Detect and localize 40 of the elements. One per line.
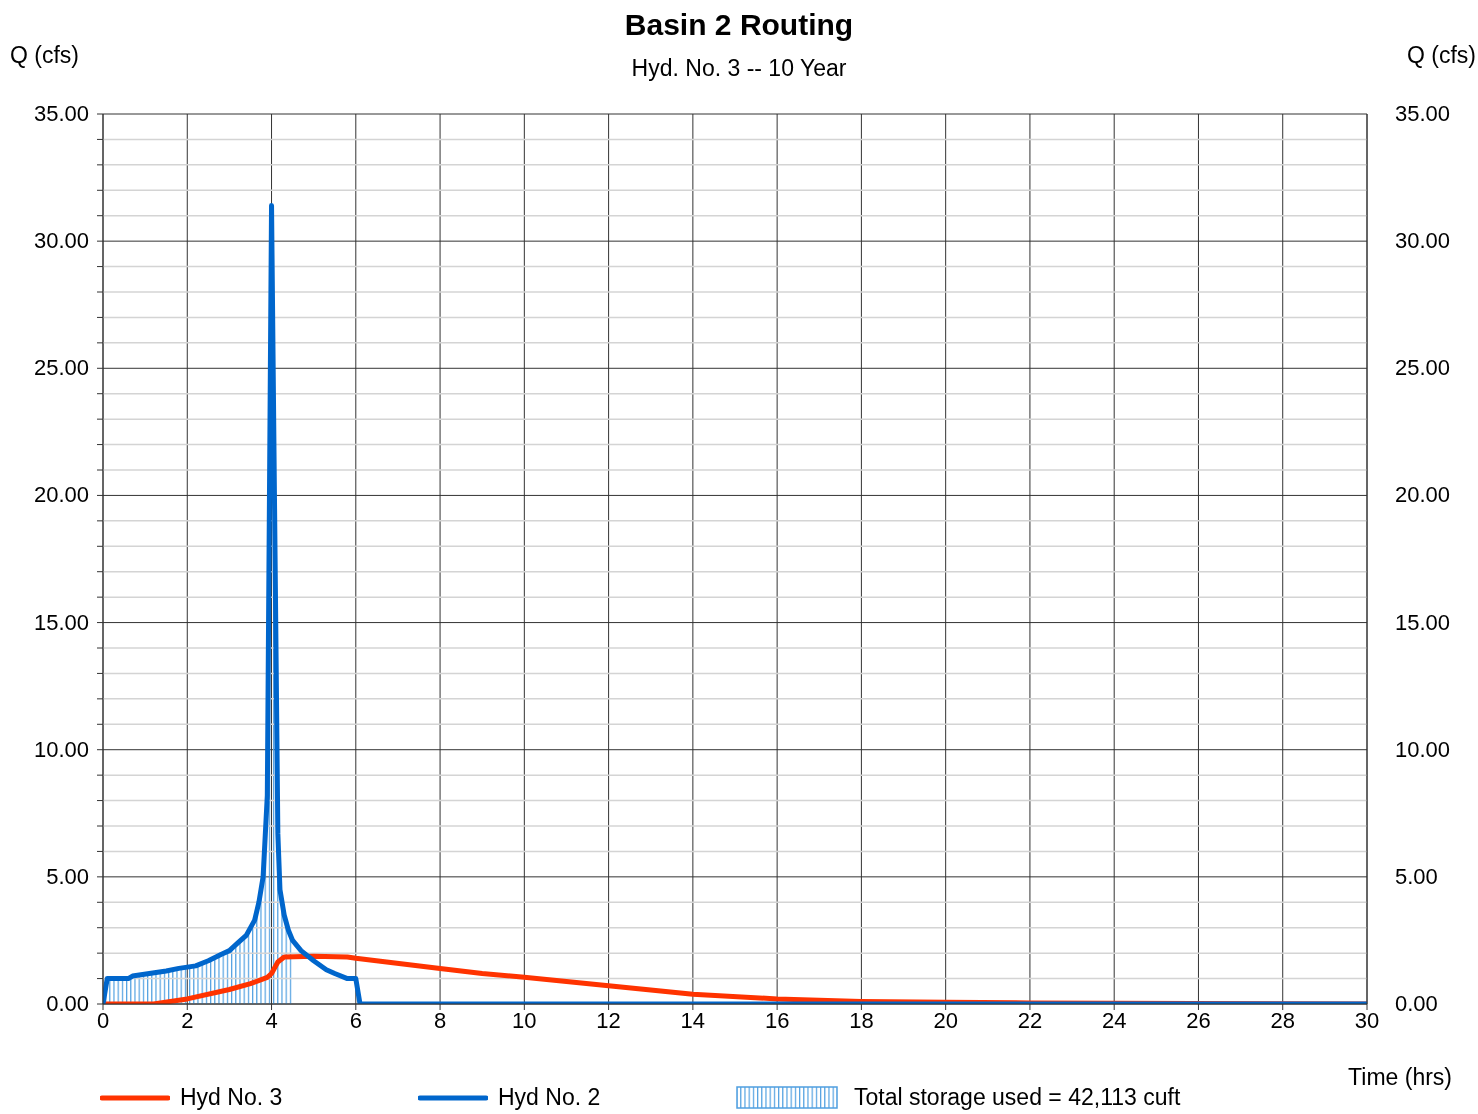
- legend-label: Hyd No. 3: [180, 1084, 283, 1111]
- y-tick-label: 10.00: [33, 736, 89, 762]
- y-tick-label: 5.00: [46, 863, 89, 889]
- y2-tick-label: 0.00: [1395, 991, 1438, 1016]
- y-tick-label: 15.00: [33, 609, 89, 635]
- x-tick-label: 2: [181, 1007, 194, 1033]
- y-tick-label: 35.00: [33, 101, 89, 126]
- y2-tick-label: 5.00: [1395, 863, 1438, 889]
- y-tick-label: 25.00: [33, 355, 89, 381]
- y2-tick-label: 20.00: [1395, 482, 1451, 508]
- chart-title: Basin 2 Routing: [623, 8, 855, 42]
- x-axis-title: Time (hrs): [1348, 1064, 1452, 1091]
- x-tick-label: 22: [1017, 1007, 1043, 1033]
- y-tick-label: 0.00: [46, 991, 89, 1016]
- legend-label: Total storage used = 42,113 cuft: [854, 1084, 1181, 1111]
- x-tick-label: 8: [433, 1007, 447, 1033]
- x-tick-label: 14: [680, 1007, 706, 1033]
- y2-tick-label: 35.00: [1395, 101, 1451, 126]
- x-tick-label: 16: [764, 1007, 790, 1033]
- chart-subtitle: Hyd. No. 3 -- 10 Year: [631, 55, 847, 81]
- y2-tick-label: 15.00: [1395, 609, 1451, 635]
- x-tick-label: 20: [933, 1007, 958, 1033]
- x-tick-label: 6: [349, 1007, 362, 1033]
- y-axis-title: Q (cfs): [10, 42, 79, 69]
- y2-axis-title: Q (cfs): [1407, 42, 1476, 69]
- x-tick-label: 10: [512, 1007, 537, 1033]
- x-tick-label: 28: [1270, 1007, 1295, 1033]
- y-tick-label: 30.00: [33, 228, 89, 254]
- y2-tick-label: 10.00: [1395, 736, 1451, 762]
- x-tick-label: 0: [96, 1007, 110, 1033]
- x-tick-label: 12: [596, 1007, 621, 1033]
- x-tick-label: 18: [849, 1007, 874, 1033]
- y-tick-label: 20.00: [33, 482, 89, 508]
- x-tick-label: 4: [265, 1007, 278, 1033]
- x-tick-label: 26: [1186, 1007, 1211, 1033]
- legend-label: Hyd No. 2: [498, 1084, 601, 1111]
- x-tick-label: 24: [1101, 1007, 1127, 1033]
- y2-tick-label: 30.00: [1395, 228, 1451, 254]
- x-tick-label: 30: [1354, 1007, 1380, 1033]
- y2-tick-label: 25.00: [1395, 355, 1451, 381]
